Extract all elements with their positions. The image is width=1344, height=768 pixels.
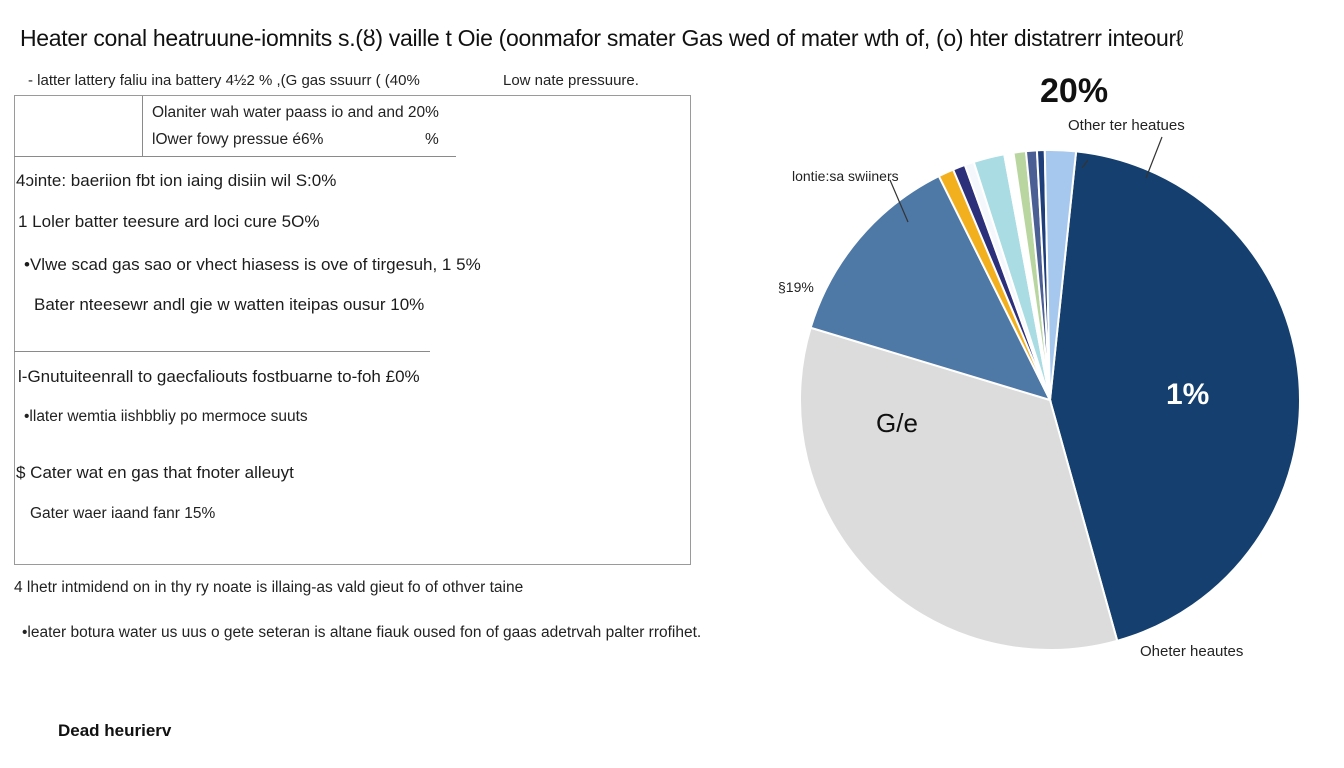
- pie-slice-2: [809, 174, 1052, 402]
- pie-slice-11: [1043, 149, 1078, 401]
- pct-label-top: 20%: [1040, 72, 1109, 110]
- pie-slice-0: [1048, 150, 1301, 643]
- list-item: l-Gnutuiteenrall to gaecfaliouts fostbua…: [18, 367, 420, 386]
- pct-label-inner: 1%: [1166, 378, 1210, 411]
- list-item: •Vlwe scad gas sao or vhect hiasess is o…: [24, 255, 481, 274]
- list-item: Bater nteesewr andl gie w watten iteipas…: [34, 295, 425, 314]
- callout-label-bottom: Oheter heautes: [1140, 643, 1244, 660]
- bottom-note-1: 4 lhetr intmidend on in thy ry noate is …: [14, 579, 524, 596]
- footer-label: Dead heurierv: [58, 721, 172, 740]
- callout-line-top-b: [1145, 136, 1163, 179]
- chart-title: Heater conal heatruune-iomnits s.(ȣ) vai…: [20, 25, 1184, 51]
- pie-chart: [799, 136, 1301, 651]
- list-item: Gater waer iaand fanr 15%: [30, 505, 216, 522]
- inner-box-divider: [142, 96, 143, 156]
- inner-box-bottom-rule: [14, 156, 456, 157]
- box-line-1: Olaniter wah water paass io and and 20%: [152, 104, 439, 121]
- box-line-2: lOwer fowy pressue é6%: [152, 131, 324, 148]
- box-pct: %: [425, 131, 439, 148]
- outer-panel-frame: [14, 95, 691, 565]
- callout-line-left: [889, 179, 909, 223]
- list-item: 1 Loler batter teesure ard loci cure 5O%: [18, 212, 320, 231]
- pie-slice-1: [799, 326, 1119, 651]
- slice-label-grey: G/e: [876, 408, 918, 438]
- list-item: •llater wemtia iishbbliy po mermoce suut…: [24, 408, 308, 425]
- callout-label-top: Other ter heatues: [1068, 117, 1185, 134]
- section-rule: [14, 351, 430, 352]
- callout-line-top-a: [1081, 159, 1089, 169]
- list-item: 4ɔinte: baeriion fbt ion iaing disiin wi…: [16, 171, 337, 190]
- header-note-right: Low nate pressuure.: [503, 72, 639, 89]
- list-item: $ Cater wat en gas that fnoter alleuyt: [16, 463, 294, 482]
- pct-label-left: §19%: [778, 279, 814, 295]
- bottom-note-2: •leater botura water us uus o gete seter…: [22, 624, 702, 641]
- callout-label-left: lontie:sa swiiners: [792, 168, 899, 184]
- header-note-left: - latter lattery faliu ina battery 4½2 %…: [28, 72, 420, 89]
